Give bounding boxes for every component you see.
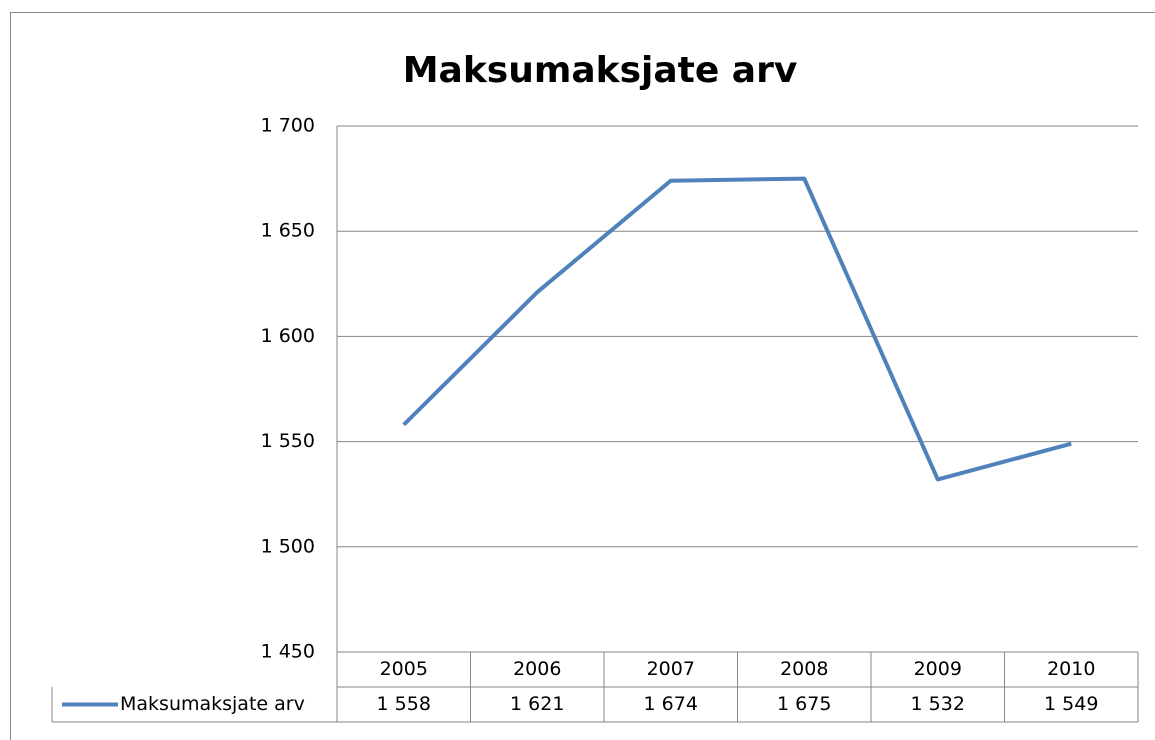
y-tick-label: 1 500 xyxy=(261,535,315,557)
data-label: 1 621 xyxy=(510,693,564,715)
chart-border xyxy=(10,12,1155,740)
y-tick-label: 1 550 xyxy=(261,430,315,452)
x-tick-label: 2008 xyxy=(780,658,828,680)
data-label: 1 549 xyxy=(1044,693,1098,715)
y-tick-label: 1 450 xyxy=(261,641,315,663)
data-label: 1 674 xyxy=(644,693,698,715)
x-tick-label: 2009 xyxy=(914,658,962,680)
legend-label: Maksumaksjate arv xyxy=(120,693,305,715)
data-label: 1 675 xyxy=(777,693,831,715)
data-label: 1 558 xyxy=(377,693,431,715)
chart-title: Maksumaksjate arv xyxy=(403,50,798,91)
data-label: 1 532 xyxy=(911,693,965,715)
series-line xyxy=(402,176,1072,482)
x-tick-label: 2007 xyxy=(647,658,695,680)
x-tick-label: 2010 xyxy=(1047,658,1095,680)
x-tick-label: 2005 xyxy=(380,658,428,680)
y-tick-label: 1 600 xyxy=(261,325,315,347)
x-tick-label: 2006 xyxy=(513,658,561,680)
y-tick-label: 1 650 xyxy=(261,220,315,242)
y-tick-label: 1 700 xyxy=(261,115,315,137)
